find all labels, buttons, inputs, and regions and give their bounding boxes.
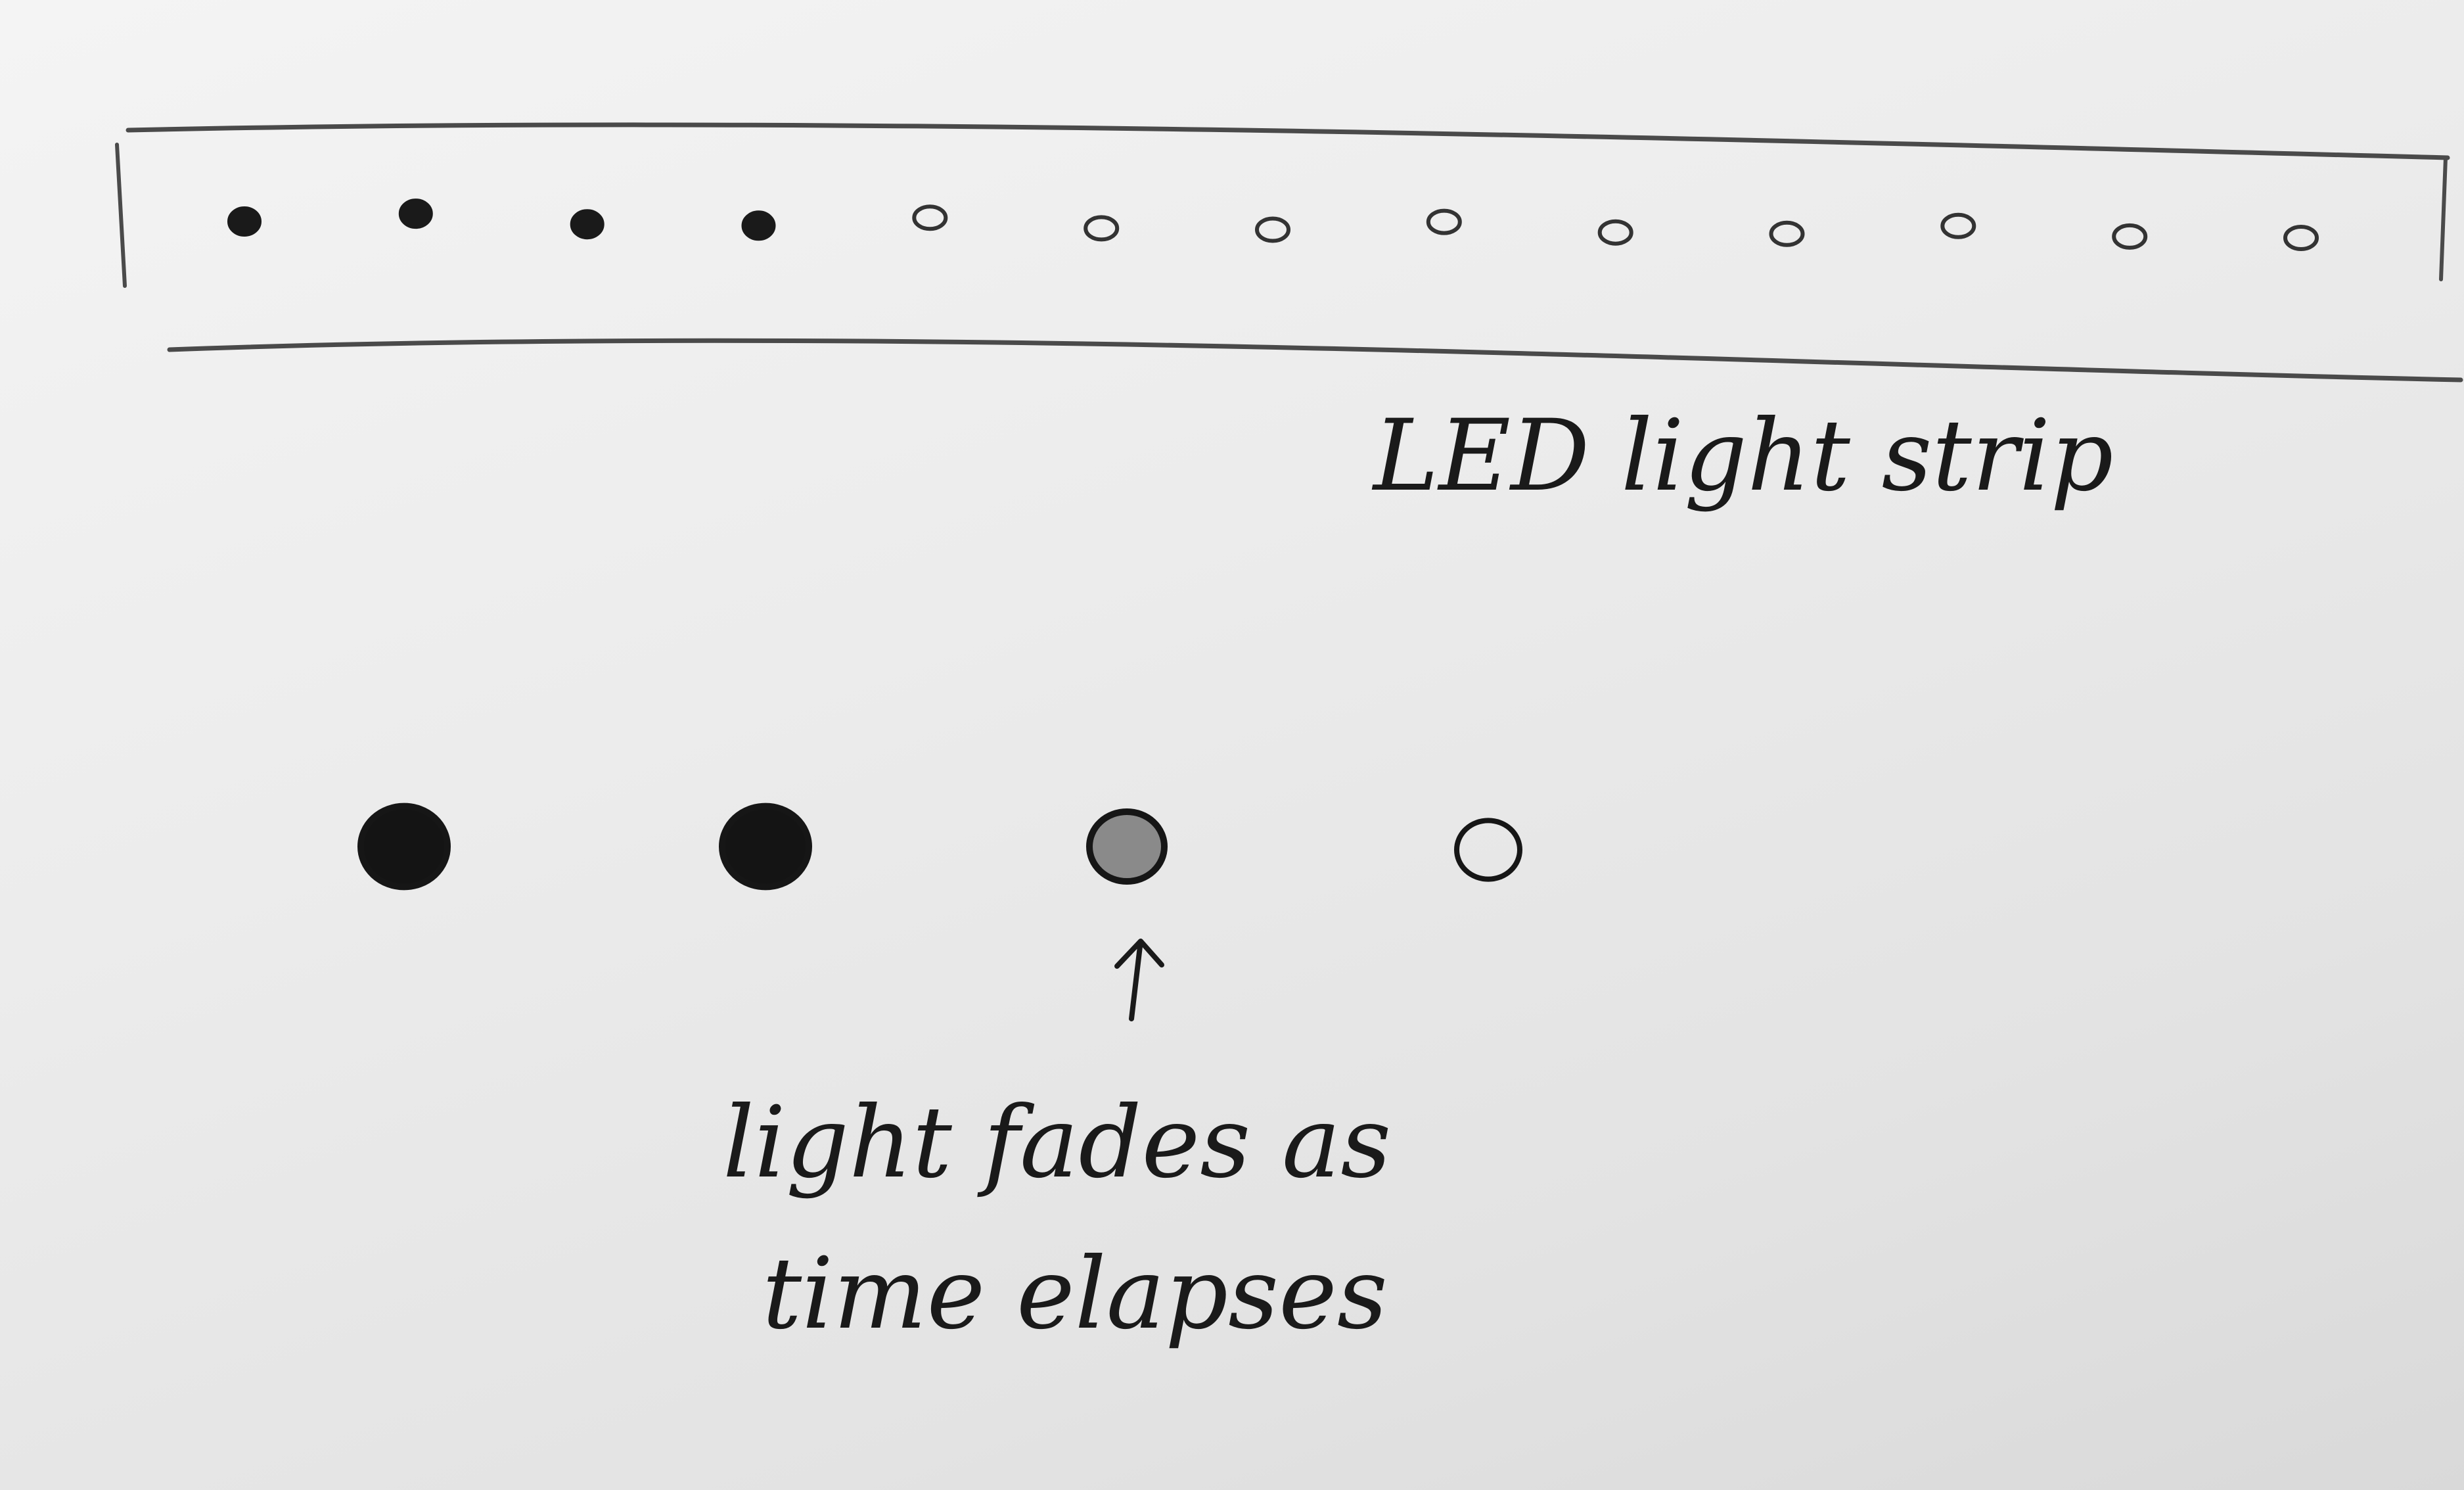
led-on xyxy=(398,198,433,229)
led-off xyxy=(2112,223,2148,250)
strip-caption: LED light strip xyxy=(1371,399,2114,513)
strip-left-edge xyxy=(115,143,127,288)
fade-step-light xyxy=(719,803,812,891)
fade-step-light xyxy=(1454,818,1522,882)
annotation-line-1: light fades as xyxy=(723,1086,1391,1200)
led-off xyxy=(2283,225,2319,251)
led-off xyxy=(912,204,948,231)
led-strip xyxy=(115,122,2463,383)
led-on xyxy=(570,209,605,240)
fade-step-light xyxy=(1086,808,1168,885)
fade-sequence xyxy=(357,803,1522,891)
strip-bottom-edge xyxy=(167,338,2463,383)
strip-right-edge xyxy=(2439,156,2448,281)
led-off xyxy=(1940,212,1976,239)
led-off xyxy=(1769,220,1805,247)
led-off xyxy=(1426,208,1462,235)
strip-top-edge xyxy=(125,122,2450,160)
fade-step-light xyxy=(357,803,451,891)
led-off xyxy=(1084,215,1120,242)
strip-leds xyxy=(227,198,2319,251)
annotation-line-2: time elapses xyxy=(762,1237,1388,1351)
led-off xyxy=(1255,216,1290,243)
arrow-up-icon xyxy=(1114,939,1164,1021)
led-on xyxy=(227,206,262,237)
led-off xyxy=(1597,219,1633,246)
led-on xyxy=(741,210,776,241)
